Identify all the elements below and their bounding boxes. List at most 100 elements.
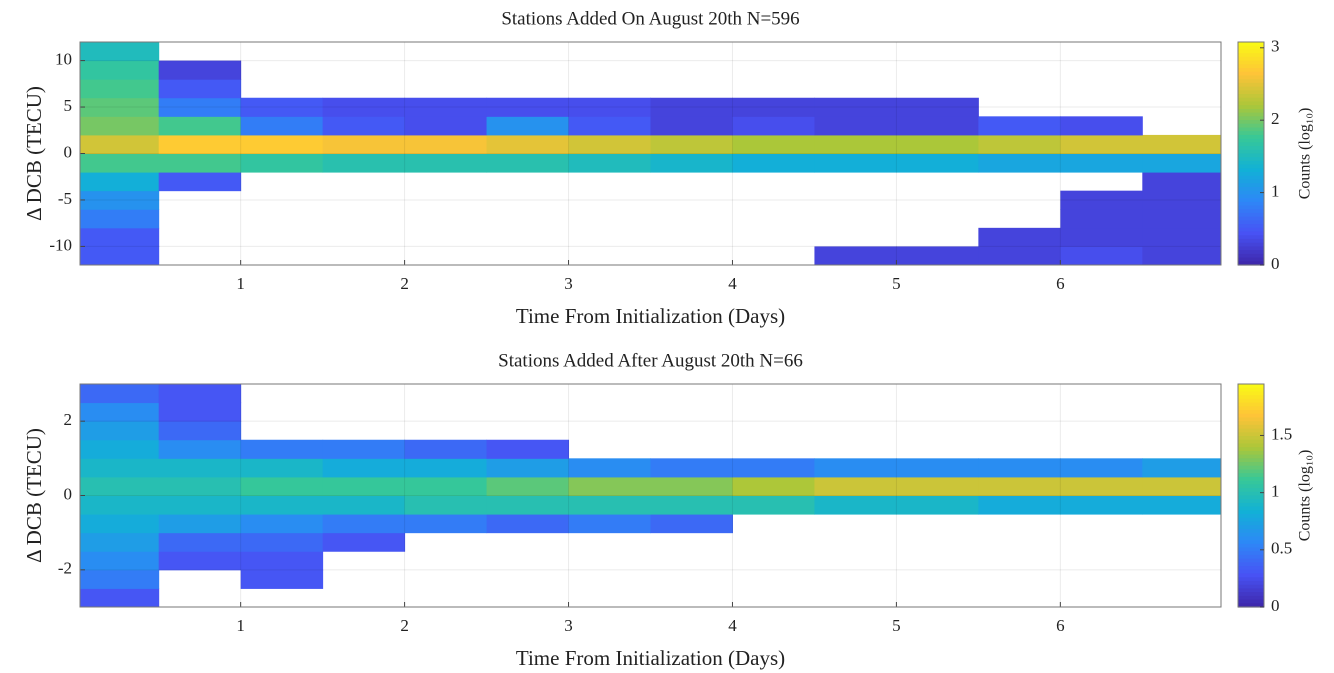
heatmap-cell: [158, 172, 242, 192]
colorbar-swatch: [1238, 212, 1264, 218]
heatmap-cell: [322, 116, 406, 136]
x-tick-label: 3: [564, 616, 573, 635]
colorbar-swatch: [1238, 424, 1264, 430]
x-tick-label: 6: [1056, 616, 1065, 635]
heatmap-cell: [1142, 209, 1221, 229]
colorbar-swatch: [1238, 238, 1264, 244]
heatmap-cell: [978, 227, 1061, 247]
heatmap-cell: [732, 116, 815, 136]
heatmap-cell: [650, 476, 733, 496]
heatmap-cell: [568, 476, 651, 496]
colorbar-swatch: [1238, 53, 1264, 58]
heatmap-cell: [240, 569, 324, 589]
heatmap-cell: [650, 134, 733, 154]
heatmap-cell: [158, 153, 242, 173]
heatmap-cell: [732, 458, 815, 478]
colorbar-swatch: [1238, 502, 1264, 508]
colorbar-swatch: [1238, 153, 1264, 158]
colorbar-swatch: [1238, 42, 1264, 47]
colorbar-swatch: [1238, 417, 1264, 422]
y-tick-label: 0: [64, 484, 73, 503]
heatmap-cell: [158, 79, 242, 99]
colorbar-swatch: [1238, 105, 1264, 110]
colorbar-swatch: [1238, 543, 1264, 549]
colorbar-swatch: [1238, 75, 1264, 80]
colorbar-swatch: [1238, 157, 1264, 162]
colorbar-swatch: [1238, 410, 1264, 415]
heatmap-cell: [80, 458, 160, 478]
colorbar-swatch: [1238, 384, 1264, 389]
colorbar-swatch: [1238, 242, 1264, 248]
heatmap-cell: [1142, 476, 1221, 496]
heatmap-cell: [158, 495, 242, 515]
heatmap-cell: [1142, 134, 1221, 154]
colorbar-swatch: [1238, 480, 1264, 485]
heatmap-cell: [322, 532, 406, 552]
colorbar-swatch: [1238, 517, 1264, 523]
heatmap-cell: [486, 514, 570, 534]
x-tick-label: 4: [728, 274, 737, 293]
heatmap-cell: [240, 532, 324, 552]
heatmap-cell: [80, 209, 160, 229]
colorbar-swatch: [1238, 216, 1264, 221]
heatmap-cell: [732, 476, 815, 496]
heatmap-cell: [896, 134, 979, 154]
heatmap-cell: [568, 153, 651, 173]
colorbar-swatch: [1238, 584, 1264, 590]
colorbar-swatch: [1238, 462, 1264, 467]
heatmap-cell: [404, 134, 488, 154]
heatmap-cell: [322, 439, 406, 459]
colorbar-swatch: [1238, 569, 1264, 575]
colorbar-swatch: [1238, 588, 1264, 593]
colorbar-tick-label: 1: [1271, 482, 1280, 501]
colorbar-swatch: [1238, 116, 1264, 121]
colorbar-swatch: [1238, 551, 1264, 556]
heatmap-cell: [240, 476, 324, 496]
heatmap-cell: [240, 97, 324, 117]
colorbar-tick-label: 0: [1271, 596, 1280, 615]
colorbar-swatch: [1238, 439, 1264, 445]
heatmap-cell: [240, 439, 324, 459]
colorbar-swatch: [1238, 201, 1264, 207]
heatmap-cell: [568, 116, 651, 136]
heatmap-cell: [814, 134, 897, 154]
heatmap-cell: [1142, 190, 1221, 210]
heatmap-cell: [80, 172, 160, 192]
colorbar-swatch: [1238, 469, 1264, 474]
colorbar-swatch: [1238, 86, 1264, 91]
colorbar-swatch: [1238, 235, 1264, 240]
colorbar-swatch: [1238, 566, 1264, 571]
y-tick-label: -10: [49, 235, 72, 254]
heatmap-cell: [486, 458, 570, 478]
heatmap-cell: [650, 495, 733, 515]
x-tick-label: 1: [236, 274, 245, 293]
heatmap-cell: [80, 246, 160, 265]
colorbar-tick-label: 0: [1271, 254, 1280, 273]
heatmap-cell: [1060, 246, 1143, 265]
y-tick-label: 2: [64, 410, 73, 429]
colorbar-swatch: [1238, 146, 1264, 151]
colorbar-swatch: [1238, 562, 1264, 567]
heatmap-cell: [404, 476, 488, 496]
y-tick-label: 10: [55, 49, 72, 68]
colorbar-swatch: [1238, 406, 1264, 411]
colorbar-swatch: [1238, 246, 1264, 251]
heatmap-cell: [80, 402, 160, 422]
colorbar-swatch: [1238, 64, 1264, 69]
x-tick-label: 2: [400, 274, 409, 293]
colorbar-swatch: [1238, 231, 1264, 236]
heatmap-cell: [240, 116, 324, 136]
heatmap-cell: [240, 514, 324, 534]
colorbar-swatch: [1238, 402, 1264, 407]
colorbar-swatch: [1238, 194, 1264, 199]
heatmap-cell: [814, 153, 897, 173]
colorbar-swatch: [1238, 142, 1264, 147]
plot-frame: [79, 41, 1222, 266]
plot-frame: [79, 383, 1222, 608]
colorbar-swatch: [1238, 514, 1264, 519]
heatmap-cell: [80, 551, 160, 571]
colorbar-swatch: [1238, 56, 1264, 62]
colorbar-swatch: [1238, 592, 1264, 597]
heatmap-cell: [814, 97, 897, 117]
